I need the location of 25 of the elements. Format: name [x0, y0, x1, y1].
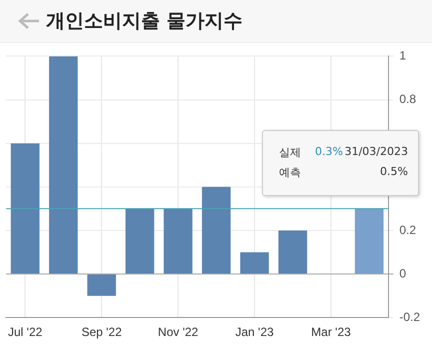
- x-tick-label: Mar '23: [311, 325, 352, 340]
- bar: [87, 274, 116, 296]
- x-tick-label: Jul '22: [8, 325, 43, 340]
- bar: [278, 230, 308, 274]
- y-tick-label: 0.2: [399, 222, 416, 237]
- x-tick-label: Sep '22: [81, 325, 122, 340]
- annotation: 실제: [279, 145, 301, 160]
- y-tick-label: 0: [399, 266, 406, 280]
- chart-title: 개인소비지출 물가지수: [46, 9, 243, 34]
- bar: [240, 252, 269, 274]
- y-tick-label: 0.8: [399, 92, 416, 106]
- annotation: 0.3%: [315, 145, 343, 158]
- x-tick-label: Nov '22: [158, 325, 199, 340]
- bar: [164, 208, 192, 274]
- y-tick-label: -0.2: [399, 310, 420, 324]
- y-tick-label: 1: [399, 48, 406, 63]
- bar: [49, 56, 78, 274]
- annotation: 0.5%: [380, 165, 408, 178]
- bar: [126, 208, 154, 274]
- bar: [10, 143, 40, 274]
- bar: [354, 208, 384, 274]
- annotation: 예측: [279, 165, 301, 180]
- bar: [202, 186, 231, 274]
- x-tick-label: Jan '23: [235, 325, 274, 340]
- annotation: 31/03/2023: [344, 145, 408, 158]
